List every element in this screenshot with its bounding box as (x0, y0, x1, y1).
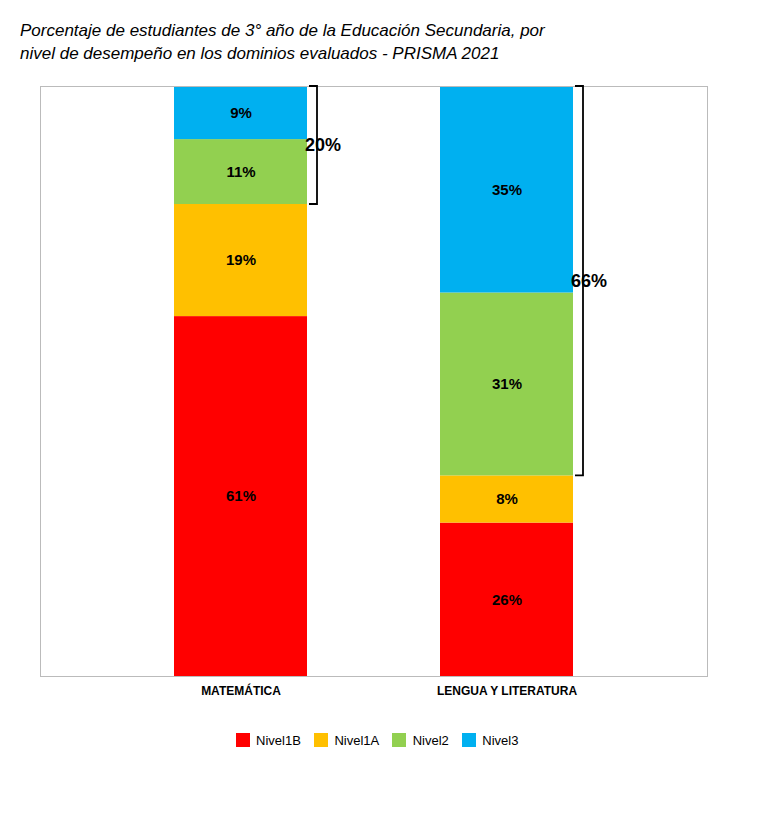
html-text:Porcentaje de estudiantes de 3: Porcentaje de estudiantes de 3° año de l… (20, 21, 545, 63)
svg-text:9%: 9% (230, 104, 252, 121)
svg-text:19%: 19% (226, 251, 256, 268)
html-text:Nivel1A: Nivel1A (334, 732, 380, 748)
svg-text:LENGUA Y LITERATURA: LENGUA Y LITERATURA (437, 684, 578, 698)
svg-text:66%: 66% (571, 271, 607, 291)
html-text:Nivel1B: Nivel1B (256, 732, 301, 748)
svg-text:11%: 11% (226, 163, 255, 180)
svg-text:31%: 31% (492, 375, 522, 392)
svg-text:20%: 20% (305, 135, 341, 155)
svg-text:MATEMÁTICA: MATEMÁTICA (201, 683, 281, 698)
svg-text:35%: 35% (492, 180, 522, 197)
svg-text:61%: 61% (226, 487, 256, 504)
svg-text:8%: 8% (496, 490, 518, 507)
svg-text:26%: 26% (492, 590, 522, 607)
html-text:Nivel3: Nivel3 (482, 732, 519, 748)
html-text:Nivel2: Nivel2 (412, 732, 449, 748)
